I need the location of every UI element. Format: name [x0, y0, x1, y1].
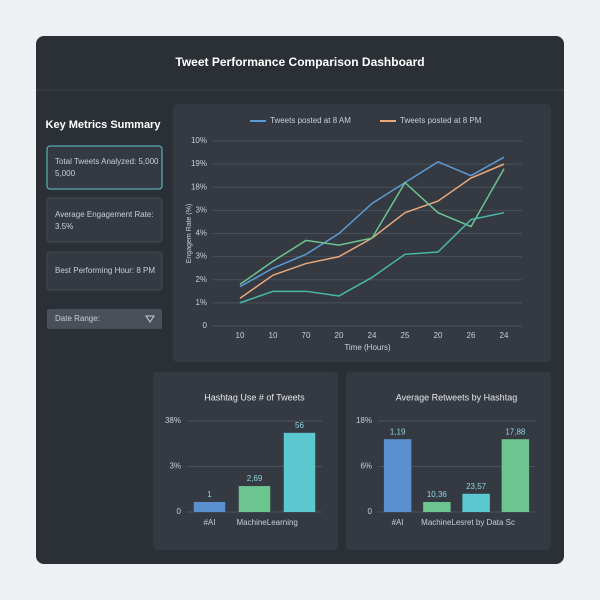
y-tick-label: 38%	[165, 416, 181, 425]
value-label: 17,88	[505, 427, 526, 436]
y-tick-label: 10%	[191, 136, 207, 145]
y-tick-label: 1%	[195, 298, 207, 307]
y-tick-label: 6%	[360, 462, 372, 471]
x-axis-label: Time (Hours)	[344, 343, 391, 352]
bar	[383, 439, 412, 512]
x-tick-label: 10	[236, 331, 245, 340]
line	[239, 168, 505, 285]
legend-label: Tweets posted at 8 PM	[400, 116, 482, 125]
x-tick-label: 10	[269, 331, 278, 340]
x-tick-label: MachineLesret by Data Sc	[421, 518, 515, 527]
x-tick-label: #AI	[392, 518, 404, 527]
y-tick-label: 19%	[191, 159, 207, 168]
y-tick-label: 18%	[191, 182, 207, 191]
y-tick-label: 0	[203, 321, 208, 330]
bar	[193, 501, 226, 512]
sidebar-title: Key Metrics Summary	[46, 119, 162, 131]
x-tick-label: 24	[368, 331, 377, 340]
metric-box	[46, 197, 163, 243]
bar	[501, 439, 530, 512]
x-tick-label: MachineLearning	[237, 518, 298, 527]
metric-box	[46, 251, 163, 291]
y-axis-label: Engagem Rate (%)	[186, 204, 193, 264]
y-tick-label: 3%	[169, 462, 181, 471]
x-tick-label: 20	[335, 331, 344, 340]
bar	[462, 493, 490, 512]
chevron[interactable]	[145, 315, 155, 323]
value-label: 23,57	[466, 482, 487, 491]
metric-box	[46, 145, 163, 190]
line	[239, 211, 505, 304]
x-tick-label: 70	[302, 331, 311, 340]
x-tick-label: #AI	[203, 518, 215, 527]
y-tick-label: 0	[368, 507, 373, 516]
y-tick-label: 18%	[356, 416, 372, 425]
value-label: 56	[295, 421, 304, 430]
y-tick-label: 3%	[195, 252, 207, 261]
chart-title: Average Retweets by Hashtag	[396, 392, 517, 402]
dropdown[interactable]	[47, 309, 162, 329]
dropdown-label[interactable]: Date Range:	[55, 314, 100, 323]
y-tick-label: 2%	[195, 275, 207, 284]
value-label: 1,19	[390, 427, 406, 436]
metric-text: Total Tweets Analyzed: 5,000	[55, 157, 159, 166]
x-tick-label: 26	[467, 331, 476, 340]
metric-text: Best Performing Hour: 8 PM	[55, 266, 155, 275]
metric-text: 3.5%	[55, 222, 73, 231]
x-tick-label: 24	[500, 331, 509, 340]
bar	[283, 432, 316, 512]
metric-text: Average Engagement Rate:	[55, 210, 154, 219]
line	[239, 156, 505, 288]
metric-text: 5,000	[55, 169, 76, 178]
value-label: 10,36	[427, 490, 448, 499]
y-tick-label: 0	[177, 507, 182, 516]
x-tick-label: 20	[434, 331, 443, 340]
legend-label: Tweets posted at 8 AM	[270, 116, 351, 125]
y-tick-label: 3%	[195, 205, 207, 214]
value-label: 2,69	[247, 474, 263, 483]
x-tick-label: 25	[401, 331, 410, 340]
value-label: 1	[207, 490, 212, 499]
y-tick-label: 4%	[195, 229, 207, 238]
chart-title: Hashtag Use # of Tweets	[204, 392, 305, 402]
bar	[423, 501, 451, 512]
bar	[238, 486, 271, 512]
dashboard-title: Tweet Performance Comparison Dashboard	[175, 55, 424, 69]
